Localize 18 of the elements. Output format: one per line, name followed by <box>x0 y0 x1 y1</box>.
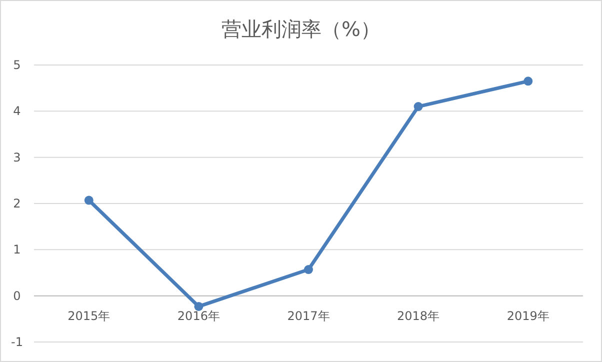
y-tick-label: 4 <box>13 104 21 118</box>
point <box>84 196 94 205</box>
y-tick-label: 0 <box>13 288 21 303</box>
y-tick-label: 3 <box>13 150 21 164</box>
x-tick-label: 2016年 <box>177 308 220 323</box>
point <box>194 302 204 311</box>
x-tick-label: 2019年 <box>506 308 550 323</box>
x-tick-label: 2018年 <box>397 308 440 323</box>
point <box>304 265 313 274</box>
point <box>524 76 533 86</box>
point <box>414 102 423 112</box>
x-tick-label: 2017年 <box>287 308 330 323</box>
y-tick-label: 2 <box>13 196 21 210</box>
y-tick-label: 1 <box>13 242 21 257</box>
y-tick-label: -1 <box>11 335 23 349</box>
x-tick-label: 2015年 <box>68 308 110 323</box>
chart-title: 营业利润率（%） <box>221 17 381 41</box>
y-tick-label: 5 <box>13 58 21 72</box>
